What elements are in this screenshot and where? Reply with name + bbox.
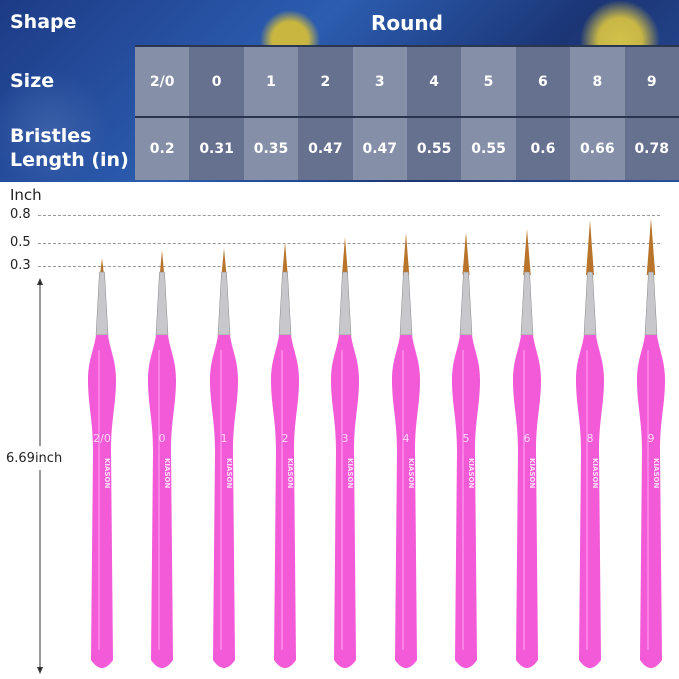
unit-label: Inch: [10, 186, 42, 204]
ferrule: [155, 271, 169, 336]
bristle: [100, 258, 104, 275]
ferrule: [338, 271, 352, 336]
brush-size-label: 2: [282, 432, 289, 445]
brand-label: KIASON: [103, 458, 111, 488]
brand-label: KIASON: [346, 458, 354, 488]
brand-label: KIASON: [225, 458, 233, 488]
brush: 0 KIASON: [148, 250, 176, 668]
brand-label: KIASON: [407, 458, 415, 488]
ferrule: [399, 271, 413, 336]
length-cell: 0.47: [352, 118, 407, 180]
size-cell: 6: [515, 47, 571, 116]
handle: [210, 335, 238, 668]
brush: 5 KIASON: [452, 232, 480, 668]
brush-size-label: 0: [159, 432, 166, 445]
ferrule: [583, 271, 597, 336]
bristles-length-label: Bristles Length (in): [10, 125, 129, 171]
size-cell: 8: [570, 47, 625, 116]
guide-line-0-8: [38, 215, 660, 216]
size-cell: 3: [352, 47, 407, 116]
length-cell: 0.2: [135, 118, 190, 180]
brush-size-label: 6: [524, 432, 531, 445]
ferrule: [217, 271, 231, 336]
brush: 3 KIASON: [331, 237, 359, 668]
shape-value: Round: [371, 10, 443, 35]
brush: 2/0 KIASON: [88, 258, 116, 668]
brand-label: KIASON: [528, 458, 536, 488]
length-cell: 0.66: [570, 118, 625, 180]
shape-label: Shape: [10, 10, 77, 33]
brand-label: KIASON: [163, 458, 171, 488]
brush-size-label: 4: [403, 432, 410, 445]
bristle: [462, 232, 470, 275]
handle: [392, 335, 420, 668]
bristle: [586, 220, 594, 275]
brand-label: KIASON: [467, 458, 475, 488]
handle: [331, 335, 359, 668]
handle: [637, 335, 665, 668]
length-cell: 0.55: [461, 118, 516, 180]
length-cell: 0.47: [298, 118, 353, 180]
brush: 8 KIASON: [576, 220, 604, 668]
tick-0-8: 0.8: [10, 207, 31, 222]
handle: [452, 335, 480, 668]
size-table: Shape Round Size 2/0 0 1 2 3 4 5 6 8 9 Bristles L…: [0, 0, 679, 182]
bristle: [221, 248, 227, 275]
handle: [148, 335, 176, 668]
tick-0-5: 0.5: [10, 235, 31, 250]
brush-size-label: 9: [648, 432, 655, 445]
ferrule: [520, 271, 534, 336]
size-cell: 4: [406, 47, 462, 116]
brush: 2 KIASON: [271, 242, 299, 668]
brand-label: KIASON: [652, 458, 660, 488]
bristle: [646, 218, 656, 275]
size-cell: 5: [461, 47, 516, 116]
handle: [271, 335, 299, 668]
arrow-down-icon: [37, 667, 43, 674]
size-label: Size: [10, 69, 55, 92]
length-cell: 0.55: [406, 118, 462, 180]
size-cell: 9: [624, 47, 679, 116]
brush: 6 KIASON: [513, 229, 541, 668]
ferrule: [459, 271, 473, 336]
length-cell: 0.35: [243, 118, 299, 180]
brush-size-label: 8: [587, 432, 594, 445]
brush-size-label: 5: [463, 432, 470, 445]
brush-size-label: 2/0: [93, 432, 111, 445]
bristle: [159, 250, 165, 275]
handle: [576, 335, 604, 668]
length-cell: 0.31: [189, 118, 244, 180]
brand-label: KIASON: [286, 458, 294, 488]
total-length-label: 6.69inch: [6, 451, 63, 466]
bristle: [282, 242, 288, 275]
tick-0-3: 0.3: [10, 258, 31, 273]
arrow-up-icon: [37, 278, 43, 285]
brush-size-label: 3: [342, 432, 349, 445]
handle: [513, 335, 541, 668]
guide-line-0-5: [38, 243, 660, 244]
bristle: [523, 229, 531, 275]
brush: 1 KIASON: [210, 248, 238, 668]
size-cell: 2: [298, 47, 353, 116]
handle: [88, 335, 116, 668]
ferrule: [278, 271, 292, 336]
ferrule: [644, 271, 658, 336]
guide-line-0-3: [38, 266, 660, 267]
bristle: [402, 233, 410, 275]
brush: 4 KIASON: [392, 233, 420, 668]
ferrule: [95, 271, 109, 336]
size-cell: 1: [243, 47, 299, 116]
size-cell: 2/0: [135, 47, 190, 116]
length-cell: 0.78: [624, 118, 679, 180]
bristle: [342, 237, 348, 275]
brand-label: KIASON: [591, 458, 599, 488]
length-cell: 0.6: [515, 118, 571, 180]
brush: 9 KIASON: [637, 218, 665, 668]
size-cell: 0: [189, 47, 244, 116]
brush-size-label: 1: [221, 432, 228, 445]
